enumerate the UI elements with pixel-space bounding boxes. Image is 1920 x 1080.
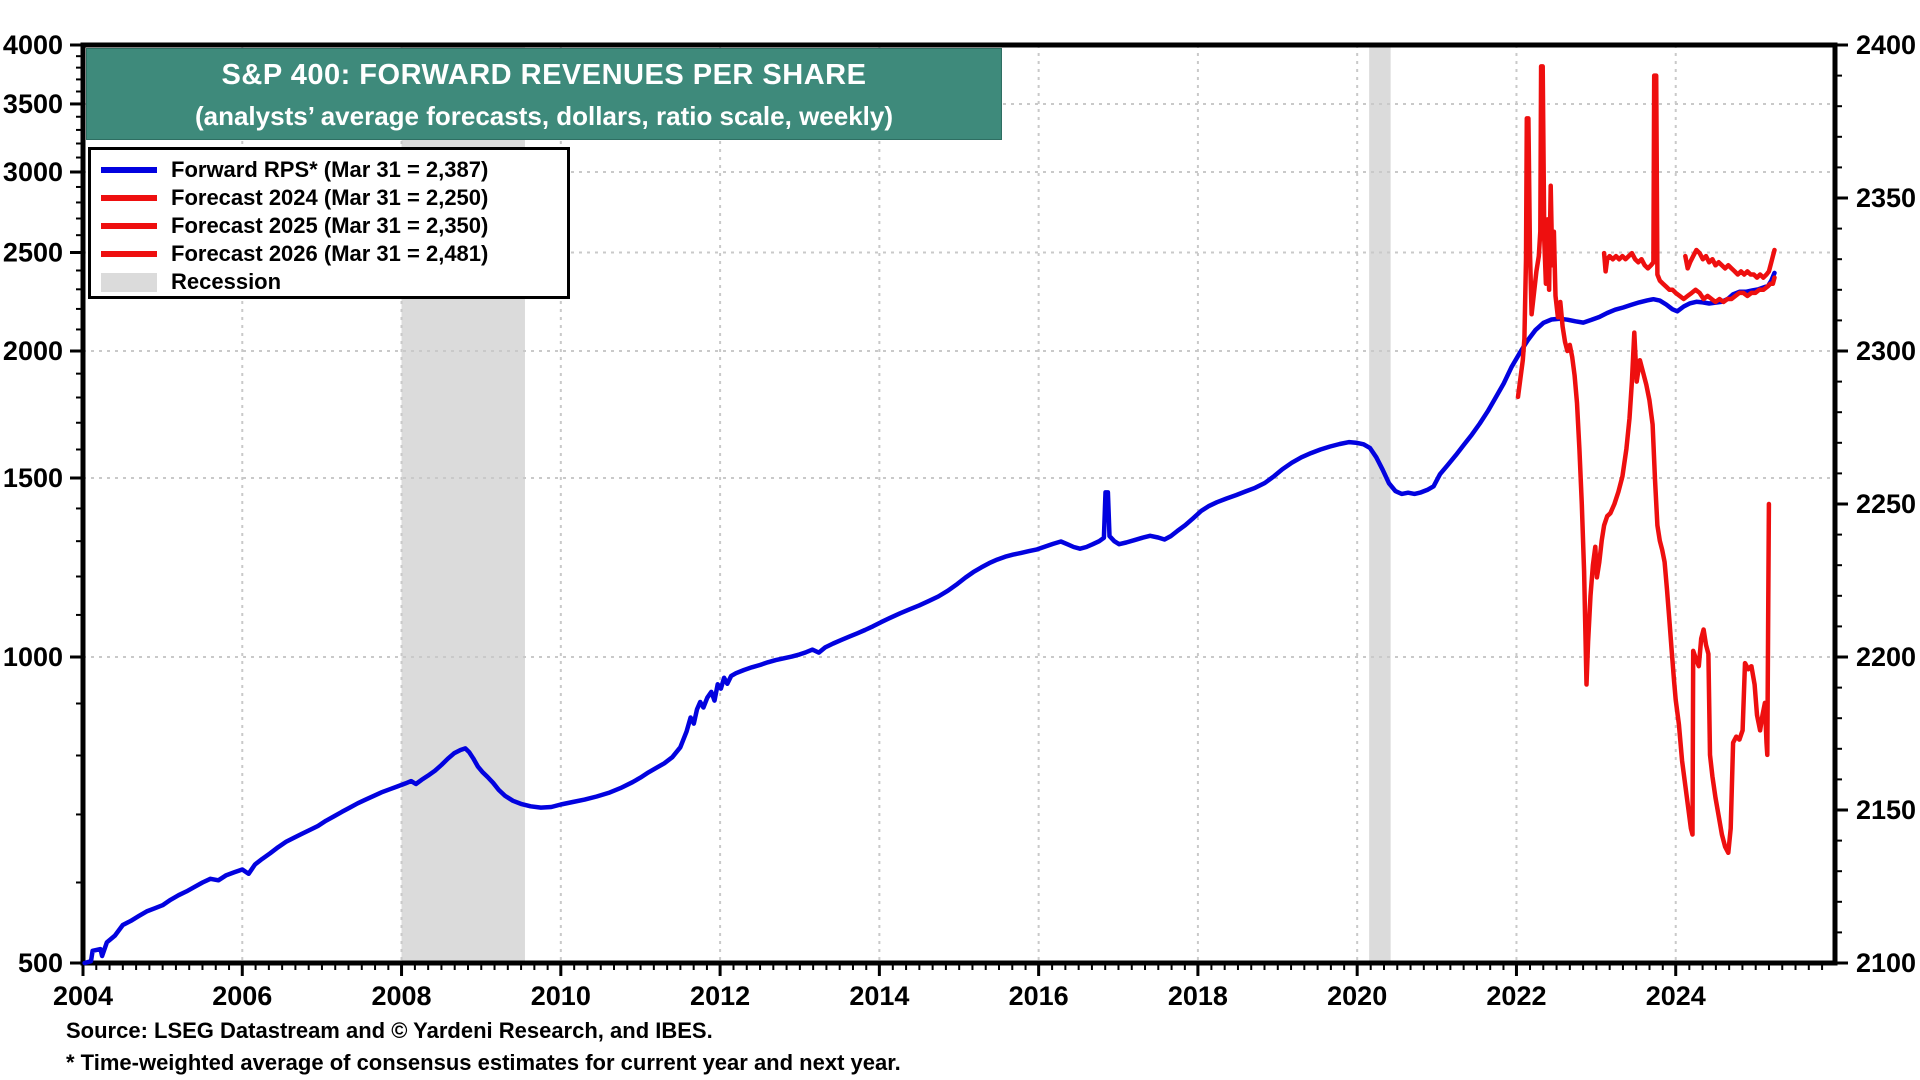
forecast-2026-line-swatch xyxy=(101,251,157,257)
legend-item: Forecast 2024 (Mar 31 = 2,250) xyxy=(101,184,567,212)
left-axis-label: 1000 xyxy=(3,642,63,672)
x-axis-label: 2020 xyxy=(1327,981,1387,1011)
chart-title-box: S&P 400: FORWARD REVENUES PER SHARE (ana… xyxy=(86,48,1002,140)
footnote-text: * Time-weighted average of consensus est… xyxy=(66,1050,901,1075)
legend-label: Forecast 2024 (Mar 31 = 2,250) xyxy=(171,185,489,210)
recession-band-swatch xyxy=(101,272,157,292)
x-axis-label: 2008 xyxy=(372,981,432,1011)
legend-item: Forecast 2025 (Mar 31 = 2,350) xyxy=(101,212,567,240)
right-axis-label: 2100 xyxy=(1856,948,1916,978)
x-axis-label: 2016 xyxy=(1009,981,1069,1011)
legend-item: Forward RPS* (Mar 31 = 2,387) xyxy=(101,156,567,184)
legend-label: Forecast 2026 (Mar 31 = 2,481) xyxy=(171,241,489,266)
series-forecast-2024-line xyxy=(1515,64,1772,856)
left-axis-label: 2000 xyxy=(3,336,63,366)
x-axis-label: 2012 xyxy=(690,981,750,1011)
left-axis-label: 3500 xyxy=(3,89,63,119)
forecast-2025-line-swatch xyxy=(101,223,157,229)
chart-title: S&P 400: FORWARD REVENUES PER SHARE xyxy=(221,59,867,91)
series-forecast-2025-line xyxy=(1601,73,1777,305)
left-axis-label: 2500 xyxy=(3,237,63,267)
right-axis-label: 2250 xyxy=(1856,489,1916,519)
legend-label: Recession xyxy=(171,269,282,294)
x-axis-label: 2004 xyxy=(53,981,113,1011)
left-axis-label: 500 xyxy=(18,948,63,978)
x-axis-label: 2018 xyxy=(1168,981,1228,1011)
x-axis-label: 2022 xyxy=(1486,981,1546,1011)
x-axis-label: 2006 xyxy=(212,981,272,1011)
left-axis-label: 1500 xyxy=(3,463,63,493)
x-axis-label: 2014 xyxy=(849,981,909,1011)
recession-band xyxy=(1369,45,1391,963)
forward-rps-line-swatch xyxy=(101,167,157,173)
plot-frame xyxy=(80,42,1838,966)
forecast-2024-line-swatch xyxy=(101,195,157,201)
legend-item: Recession xyxy=(101,268,567,296)
legend-label: Forecast 2025 (Mar 31 = 2,350) xyxy=(171,213,489,238)
legend-item: Forecast 2026 (Mar 31 = 2,481) xyxy=(101,240,567,268)
legend: Forward RPS* (Mar 31 = 2,387) Forecast 2… xyxy=(88,147,570,299)
series-forecast-2026-line xyxy=(1683,247,1777,280)
left-axis-label: 4000 xyxy=(3,30,63,60)
chart-subtitle: (analysts’ average forecasts, dollars, r… xyxy=(194,101,894,131)
series-forward-rps-line xyxy=(82,270,1777,966)
right-axis-label: 2150 xyxy=(1856,795,1916,825)
right-axis-label: 2350 xyxy=(1856,183,1916,213)
x-axis-label: 2010 xyxy=(531,981,591,1011)
x-axis-label: 2024 xyxy=(1646,981,1706,1011)
right-axis-label: 2400 xyxy=(1856,30,1916,60)
source-text: Source: LSEG Datastream and © Yardeni Re… xyxy=(66,1018,713,1043)
right-axis-label: 2200 xyxy=(1856,642,1916,672)
left-axis-label: 3000 xyxy=(3,157,63,187)
legend-label: Forward RPS* (Mar 31 = 2,387) xyxy=(171,157,489,182)
right-axis-label: 2300 xyxy=(1856,336,1916,366)
